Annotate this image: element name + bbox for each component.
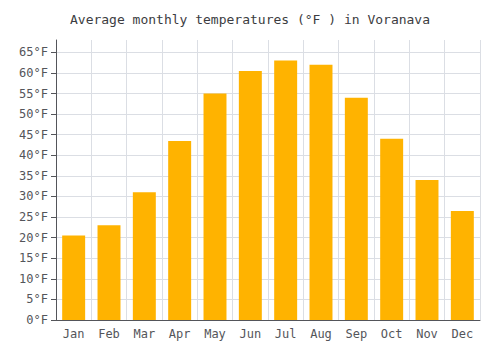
svg-text:Sep: Sep <box>345 327 367 341</box>
svg-text:May: May <box>204 327 226 341</box>
svg-text:55°F: 55°F <box>19 87 48 101</box>
svg-text:15°F: 15°F <box>19 251 48 265</box>
svg-text:65°F: 65°F <box>19 45 48 59</box>
svg-text:Average monthly temperatures (: Average monthly temperatures (°F ) in Vo… <box>70 12 430 27</box>
svg-text:Mar: Mar <box>133 327 155 341</box>
svg-text:Oct: Oct <box>381 327 403 341</box>
svg-text:0°F: 0°F <box>26 313 48 327</box>
svg-text:Feb: Feb <box>98 327 120 341</box>
svg-text:20°F: 20°F <box>19 231 48 245</box>
svg-text:40°F: 40°F <box>19 148 48 162</box>
svg-text:5°F: 5°F <box>26 292 48 306</box>
svg-text:Nov: Nov <box>416 327 438 341</box>
svg-text:Dec: Dec <box>451 327 473 341</box>
svg-text:Jun: Jun <box>239 327 261 341</box>
svg-text:Jul: Jul <box>275 327 297 341</box>
svg-text:25°F: 25°F <box>19 210 48 224</box>
svg-text:10°F: 10°F <box>19 272 48 286</box>
svg-text:35°F: 35°F <box>19 169 48 183</box>
svg-text:60°F: 60°F <box>19 66 48 80</box>
svg-text:Apr: Apr <box>169 327 191 341</box>
svg-text:30°F: 30°F <box>19 189 48 203</box>
svg-text:Aug: Aug <box>310 327 332 341</box>
svg-text:50°F: 50°F <box>19 107 48 121</box>
svg-text:Jan: Jan <box>63 327 85 341</box>
svg-text:45°F: 45°F <box>19 128 48 142</box>
